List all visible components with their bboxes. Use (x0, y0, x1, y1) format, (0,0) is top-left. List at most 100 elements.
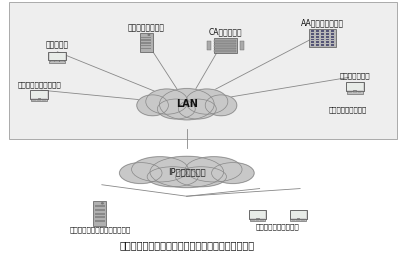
Bar (290, 211, 305, 218)
Ellipse shape (119, 163, 162, 183)
Bar (141, 36, 151, 38)
Bar (60, 61, 64, 62)
Bar (95, 220, 104, 222)
Bar (213, 38, 237, 53)
Ellipse shape (148, 34, 149, 35)
Ellipse shape (185, 89, 227, 114)
Bar (353, 90, 355, 91)
Ellipse shape (131, 157, 188, 182)
Ellipse shape (147, 167, 198, 187)
Bar (296, 220, 299, 221)
Bar (325, 33, 328, 35)
Ellipse shape (149, 156, 223, 188)
Bar (32, 100, 36, 101)
Bar (255, 220, 259, 221)
Bar (9, 2, 396, 139)
Bar (345, 82, 363, 91)
Bar (330, 33, 333, 35)
Bar (320, 36, 323, 38)
Bar (330, 44, 333, 46)
Bar (330, 36, 333, 38)
Text: 外部データ登録サーバ: 外部データ登録サーバ (17, 81, 61, 88)
Bar (141, 48, 151, 49)
Bar (289, 210, 306, 219)
Bar (311, 33, 313, 35)
Bar (37, 100, 41, 101)
Bar (325, 39, 328, 40)
Bar (330, 30, 333, 32)
Bar (347, 92, 351, 93)
Text: データセンタに設置: データセンタに設置 (328, 107, 366, 113)
Bar (239, 41, 243, 50)
Bar (311, 41, 313, 43)
Bar (300, 220, 304, 221)
Text: 共有データベース: 共有データベース (128, 23, 164, 32)
Text: 図　医療情報流通プラットフォームのシステム構成: 図 医療情報流通プラットフォームのシステム構成 (119, 240, 254, 250)
Bar (49, 53, 65, 60)
Text: CA（認証局）: CA（認証局） (208, 27, 241, 36)
Text: IPネットワーク: IPネットワーク (168, 168, 205, 177)
Text: 画像サーバ: 画像サーバ (46, 41, 69, 50)
Bar (315, 39, 318, 40)
Ellipse shape (205, 95, 236, 116)
Bar (38, 98, 40, 99)
Bar (249, 210, 265, 219)
Bar (48, 52, 66, 60)
Bar (214, 42, 235, 44)
Bar (315, 41, 318, 43)
Bar (325, 30, 328, 32)
Text: AA（属性認証局）: AA（属性認証局） (300, 19, 343, 27)
Bar (311, 39, 313, 40)
Ellipse shape (101, 203, 103, 204)
Ellipse shape (157, 99, 195, 119)
Bar (95, 216, 104, 218)
Ellipse shape (185, 157, 241, 182)
Bar (214, 48, 235, 49)
Bar (42, 100, 46, 101)
Bar (315, 44, 318, 46)
Bar (95, 213, 104, 215)
Bar (325, 41, 328, 43)
Bar (320, 33, 323, 35)
Bar (320, 39, 323, 40)
Bar (249, 219, 264, 221)
Bar (49, 61, 65, 63)
Ellipse shape (159, 89, 214, 120)
Bar (296, 218, 298, 219)
Bar (141, 39, 151, 41)
Bar (214, 40, 235, 42)
Bar (95, 206, 104, 207)
Bar (31, 91, 47, 98)
Bar (320, 30, 323, 32)
Bar (346, 91, 362, 94)
Bar (31, 99, 47, 101)
Bar (315, 30, 318, 32)
Bar (325, 36, 328, 38)
Bar (357, 92, 360, 93)
Bar (256, 218, 258, 219)
Bar (311, 44, 313, 46)
Text: LAN: LAN (175, 99, 197, 109)
Bar (346, 83, 362, 90)
Bar (251, 220, 254, 221)
Bar (141, 42, 151, 43)
Ellipse shape (175, 167, 226, 187)
Bar (330, 41, 333, 43)
Bar (291, 220, 294, 221)
Bar (290, 219, 305, 221)
Bar (325, 44, 328, 46)
Ellipse shape (145, 89, 188, 114)
Bar (249, 211, 264, 218)
Bar (141, 45, 151, 46)
Bar (30, 90, 48, 99)
Bar (315, 33, 318, 35)
Bar (55, 61, 59, 62)
Bar (214, 45, 235, 47)
Bar (309, 29, 335, 47)
Bar (260, 220, 263, 221)
Text: 登録参照サーバ: 登録参照サーバ (339, 73, 369, 79)
Bar (95, 209, 104, 211)
Bar (311, 36, 313, 38)
Bar (51, 61, 54, 62)
Bar (352, 92, 356, 93)
